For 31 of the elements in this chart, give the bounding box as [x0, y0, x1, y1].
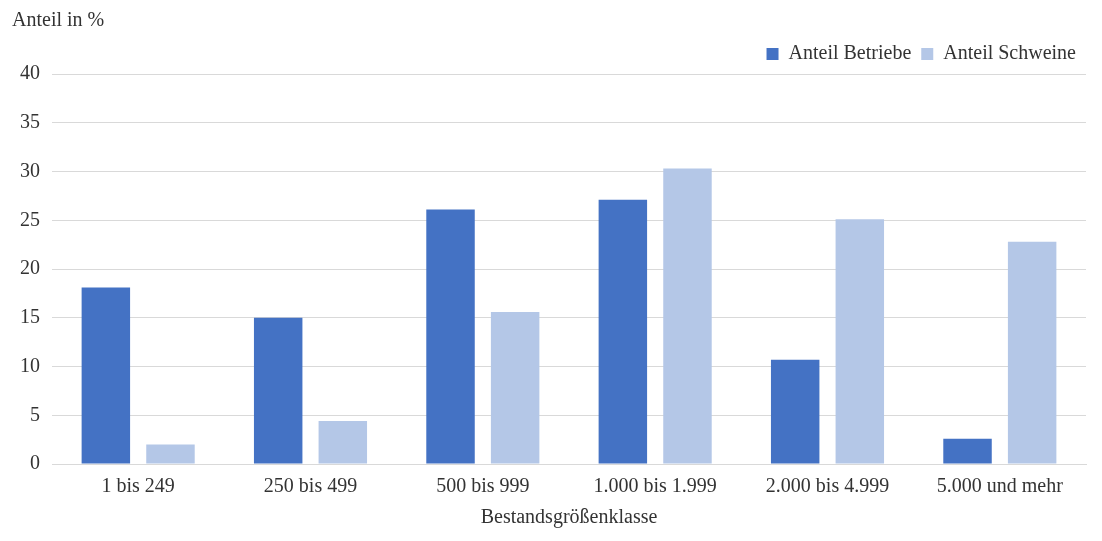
bar	[943, 438, 992, 464]
legend-label: Anteil Schweine	[943, 41, 1077, 64]
y-axis-title: Anteil in %	[11, 8, 106, 32]
y-tick-label: 25	[20, 207, 40, 230]
y-tick-label: 40	[20, 61, 40, 84]
bar	[835, 219, 885, 464]
x-axis-title: Bestandsgrößenklasse	[480, 505, 658, 529]
x-tick-label: 1.000 bis 1.999	[593, 474, 717, 497]
x-tick-label: 5.000 und mehr	[936, 474, 1064, 497]
bar	[770, 359, 820, 464]
y-tick-label: 5	[30, 402, 40, 425]
x-tick-label: 500 bis 999	[436, 474, 530, 497]
y-tick-label: 35	[20, 110, 40, 132]
bar	[426, 209, 475, 464]
y-tick-label: 10	[20, 353, 40, 376]
bar	[81, 287, 131, 464]
bar	[1007, 241, 1057, 464]
bar	[663, 168, 712, 464]
y-tick-label: 30	[20, 158, 40, 181]
bar	[318, 421, 368, 464]
y-tick-label: 0	[30, 451, 40, 474]
y-tick-label: 20	[20, 256, 40, 279]
x-tick-label: 250 bis 499	[263, 474, 358, 497]
legend-label: Anteil Betriebe	[788, 41, 912, 64]
x-tick-label: 2.000 bis 4.999	[765, 474, 890, 497]
bar	[146, 444, 195, 464]
bar	[598, 199, 648, 464]
x-tick-label: 1 bis 249	[101, 474, 175, 497]
bar	[253, 317, 303, 464]
y-tick-label: 15	[20, 305, 40, 327]
bar	[490, 311, 540, 464]
